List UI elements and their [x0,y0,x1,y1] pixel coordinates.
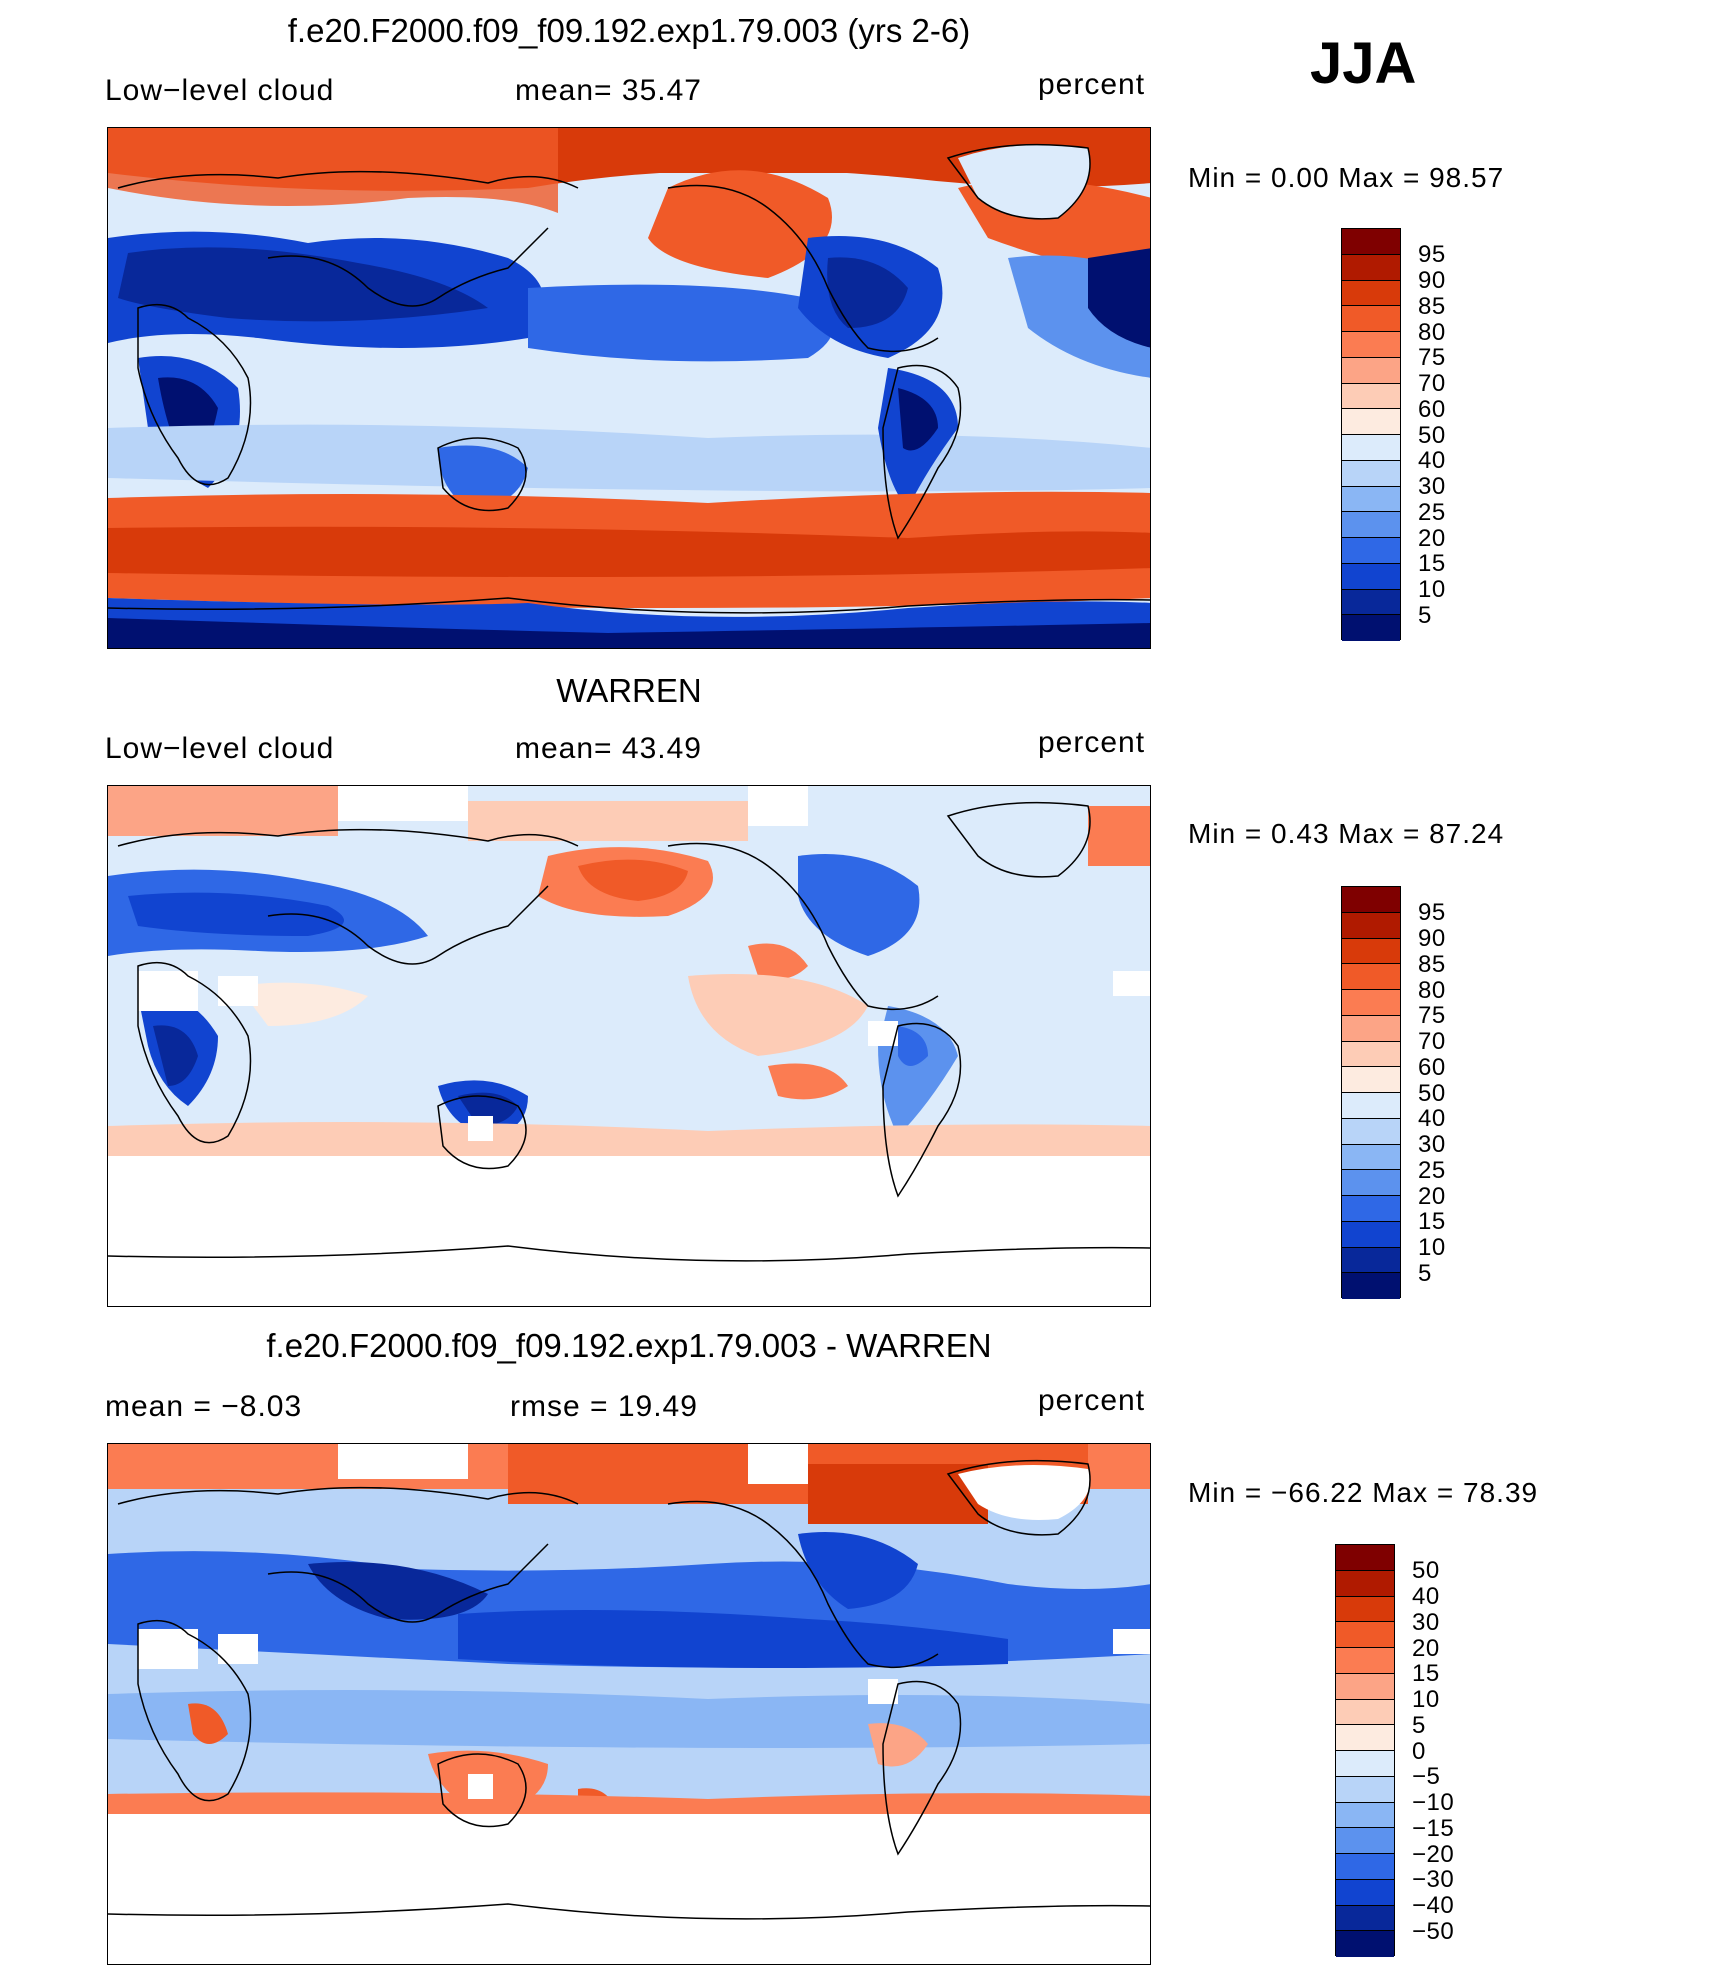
colorbar-tick: 20 [1418,1183,1446,1210]
colorbar-tick: 15 [1418,1208,1446,1235]
colorbar-tick: 70 [1418,370,1446,397]
panel-1-variable-label: Low−level cloud [105,74,335,107]
colorbar-tick: 5 [1418,602,1432,629]
panel-3-mean-label: mean = −8.03 [105,1390,303,1423]
panel-2-map [107,785,1151,1307]
colorbar-tick: 95 [1418,899,1446,926]
colorbar-tick: 60 [1418,1054,1446,1081]
colorbar-tick: 80 [1418,977,1446,1004]
panel-1-title: f.e20.F2000.f09_f09.192.exp1.79.003 (yrs… [287,12,971,49]
colorbar-tick: 10 [1418,576,1446,603]
colorbar-tick: 50 [1418,1080,1446,1107]
colorbar-tick: 25 [1418,1157,1446,1184]
colorbar-tick: 0 [1412,1738,1426,1765]
colorbar-tick: 60 [1418,396,1446,423]
panel-3-rmse-label: rmse = 19.49 [510,1390,698,1423]
colorbar-tick: −15 [1412,1815,1455,1842]
panel-2-title: WARREN [556,672,702,709]
panel-2-field [108,786,1150,1306]
panel-1-map [107,127,1151,649]
panel-1-colorbar [1341,228,1401,641]
panel-1-minmax: Min = 0.00 Max = 98.57 [1188,162,1505,193]
colorbar-tick: 75 [1418,1002,1446,1029]
colorbar-tick: −40 [1412,1892,1455,1919]
colorbar-tick: 5 [1412,1712,1426,1739]
panel-1-field [108,128,1150,648]
colorbar-tick: 25 [1418,499,1446,526]
panel-1-units-label: percent [1038,68,1146,101]
colorbar-tick: 30 [1418,1131,1446,1158]
colorbar-tick: 50 [1418,422,1446,449]
panel-2-mean-label: mean= 43.49 [515,732,702,765]
panel-3-units-label: percent [1038,1384,1146,1417]
colorbar-tick: 85 [1418,293,1446,320]
colorbar-tick: 10 [1418,1234,1446,1261]
colorbar-tick: 90 [1418,267,1446,294]
colorbar-tick: 95 [1418,241,1446,268]
colorbar-tick: 15 [1412,1660,1440,1687]
panel-2-colorbar [1341,886,1401,1299]
panel-3-map [107,1443,1151,1965]
colorbar-tick: 40 [1418,1105,1446,1132]
panel-3-field [108,1444,1150,1964]
colorbar-tick: 70 [1418,1028,1446,1055]
panel-3-minmax: Min = −66.22 Max = 78.39 [1188,1477,1539,1508]
colorbar-tick: 85 [1418,951,1446,978]
colorbar-tick: −50 [1412,1918,1455,1945]
colorbar-tick: 30 [1418,473,1446,500]
panel-3-colorbar [1335,1544,1395,1957]
colorbar-tick: 5 [1418,1260,1432,1287]
panel-1-mean-label: mean= 35.47 [515,74,702,107]
colorbar-tick: 20 [1418,525,1446,552]
colorbar-tick: 40 [1412,1583,1440,1610]
colorbar-tick: 20 [1412,1635,1440,1662]
panel-2-variable-label: Low−level cloud [105,732,335,765]
panel-3-title: f.e20.F2000.f09_f09.192.exp1.79.003 - WA… [266,1327,992,1364]
season-label: JJA [1310,31,1417,96]
panel-2-units-label: percent [1038,726,1146,759]
colorbar-tick: −5 [1412,1763,1441,1790]
colorbar-tick: 75 [1418,344,1446,371]
colorbar-tick: −20 [1412,1841,1455,1868]
colorbar-tick: 50 [1412,1557,1440,1584]
panel-2-minmax: Min = 0.43 Max = 87.24 [1188,818,1505,849]
colorbar-tick: 15 [1418,550,1446,577]
colorbar-tick: 40 [1418,447,1446,474]
colorbar-tick: −10 [1412,1789,1455,1816]
colorbar-tick: 80 [1418,319,1446,346]
colorbar-tick: 10 [1412,1686,1440,1713]
colorbar-tick: 30 [1412,1609,1440,1636]
colorbar-tick: 90 [1418,925,1446,952]
colorbar-tick: −30 [1412,1866,1455,1893]
